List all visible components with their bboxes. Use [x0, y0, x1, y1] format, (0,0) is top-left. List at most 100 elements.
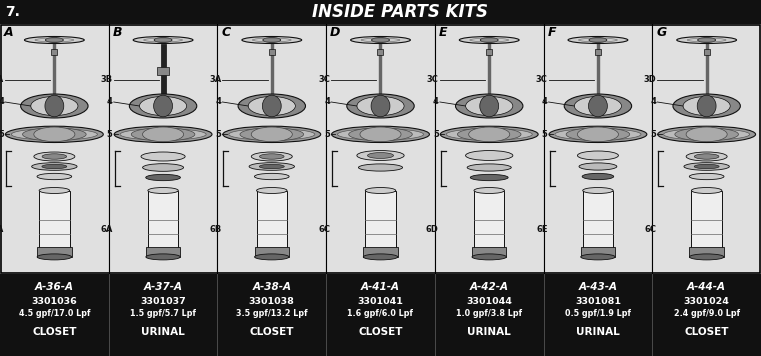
Bar [583, 190, 613, 257]
Ellipse shape [583, 188, 613, 194]
Bar [704, 48, 710, 54]
Ellipse shape [46, 37, 63, 42]
Text: 3A: 3A [0, 75, 4, 84]
Text: CLOSET: CLOSET [250, 327, 294, 337]
Ellipse shape [351, 37, 410, 43]
Bar [327, 25, 434, 273]
Ellipse shape [39, 188, 69, 194]
Ellipse shape [242, 37, 301, 43]
Ellipse shape [467, 164, 511, 171]
Text: 4: 4 [433, 98, 439, 106]
Ellipse shape [578, 151, 619, 160]
Ellipse shape [263, 37, 281, 42]
Bar [436, 25, 543, 273]
Ellipse shape [675, 128, 738, 141]
Text: 0.5 gpf/1.9 Lpf: 0.5 gpf/1.9 Lpf [565, 309, 631, 319]
Text: 6C: 6C [645, 225, 656, 234]
Text: 4: 4 [107, 98, 113, 106]
Text: 6D: 6D [426, 225, 439, 234]
Ellipse shape [251, 152, 292, 161]
Ellipse shape [446, 129, 532, 140]
Text: 1.6 gpf/6.0 Lpf: 1.6 gpf/6.0 Lpf [348, 309, 413, 319]
Text: 3301024: 3301024 [683, 297, 730, 305]
Bar [486, 48, 492, 54]
Text: 4: 4 [651, 98, 656, 106]
Text: D: D [330, 26, 340, 40]
Text: 3C: 3C [427, 75, 439, 84]
Ellipse shape [658, 126, 756, 142]
Ellipse shape [146, 254, 180, 260]
Text: 3301041: 3301041 [358, 297, 403, 305]
Bar [256, 190, 287, 257]
Ellipse shape [251, 127, 292, 142]
Ellipse shape [148, 188, 178, 194]
Text: 4: 4 [0, 98, 4, 106]
Ellipse shape [32, 163, 77, 170]
Ellipse shape [575, 96, 622, 116]
Ellipse shape [332, 126, 429, 142]
Text: A-44-A: A-44-A [687, 282, 726, 292]
Text: A-36-A: A-36-A [35, 282, 74, 292]
Text: 6A: 6A [0, 225, 4, 234]
Text: 3301081: 3301081 [575, 297, 621, 305]
Ellipse shape [240, 128, 304, 141]
Text: A-43-A: A-43-A [578, 282, 617, 292]
Ellipse shape [358, 164, 403, 171]
Ellipse shape [5, 126, 103, 142]
Ellipse shape [347, 94, 414, 118]
Bar [148, 190, 178, 257]
Ellipse shape [368, 153, 393, 158]
Bar [0, 274, 761, 356]
Bar [37, 247, 72, 257]
Text: E: E [439, 26, 447, 40]
Ellipse shape [457, 128, 521, 141]
Ellipse shape [677, 37, 737, 43]
Text: A-42-A: A-42-A [470, 282, 508, 292]
Bar [0, 0, 761, 24]
Ellipse shape [142, 127, 183, 142]
Bar [689, 247, 724, 257]
Text: 6A: 6A [100, 225, 113, 234]
Text: 6C: 6C [318, 225, 330, 234]
Text: B: B [113, 26, 123, 40]
Ellipse shape [578, 127, 619, 142]
Ellipse shape [120, 129, 206, 140]
Bar [161, 43, 166, 104]
Text: 4: 4 [542, 98, 548, 106]
Ellipse shape [337, 129, 424, 140]
Ellipse shape [33, 152, 75, 161]
Bar [157, 67, 169, 75]
Ellipse shape [263, 95, 282, 117]
Text: 3301037: 3301037 [140, 297, 186, 305]
Ellipse shape [223, 126, 320, 142]
Ellipse shape [360, 127, 401, 142]
Ellipse shape [11, 129, 97, 140]
Text: 5: 5 [215, 130, 221, 139]
Ellipse shape [441, 126, 538, 142]
Ellipse shape [479, 95, 498, 117]
Ellipse shape [248, 96, 295, 116]
Text: A-41-A: A-41-A [361, 282, 400, 292]
Text: 3301038: 3301038 [249, 297, 295, 305]
Ellipse shape [689, 173, 724, 180]
Ellipse shape [474, 188, 505, 194]
Ellipse shape [579, 163, 617, 170]
Text: 3A: 3A [209, 75, 221, 84]
Text: C: C [221, 26, 231, 40]
Ellipse shape [566, 128, 630, 141]
Text: 3C: 3C [318, 75, 330, 84]
Ellipse shape [363, 254, 398, 260]
Ellipse shape [238, 94, 305, 118]
Ellipse shape [582, 173, 613, 180]
Text: URINAL: URINAL [576, 327, 619, 337]
Ellipse shape [697, 95, 716, 117]
Ellipse shape [260, 164, 285, 169]
Ellipse shape [141, 152, 185, 161]
Text: 3B: 3B [100, 75, 113, 84]
Text: 4.5 gpf/17.0 Lpf: 4.5 gpf/17.0 Lpf [18, 309, 90, 319]
Ellipse shape [692, 188, 722, 194]
Ellipse shape [365, 188, 396, 194]
Ellipse shape [698, 37, 715, 42]
Bar [472, 247, 506, 257]
Ellipse shape [564, 94, 632, 118]
